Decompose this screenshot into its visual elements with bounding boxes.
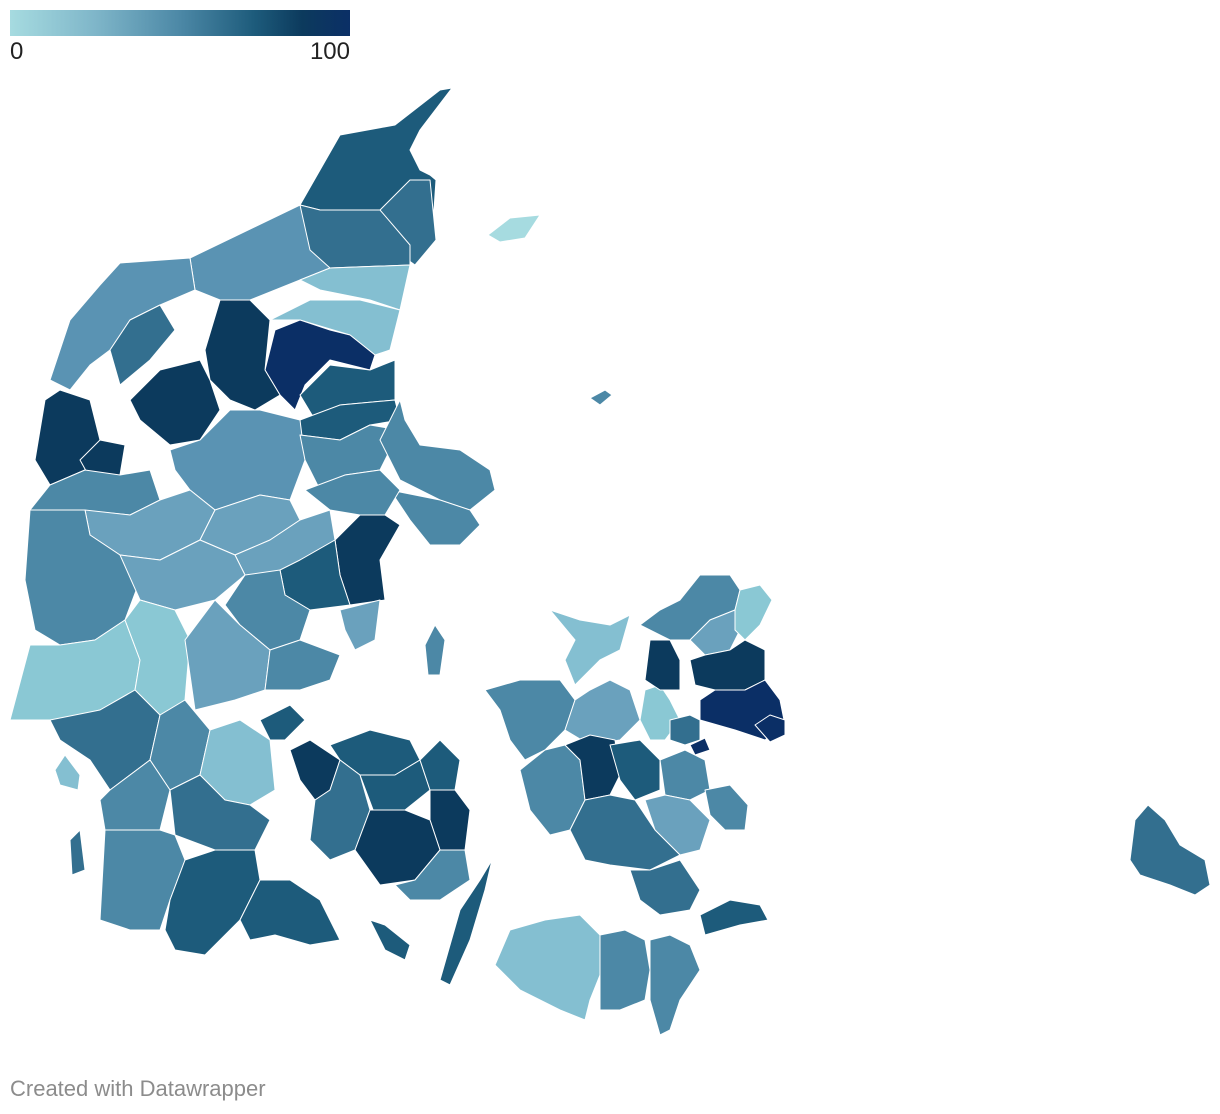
region-viborg[interactable]	[169, 409, 306, 511]
region-romo[interactable]	[69, 829, 86, 876]
region-fredericia[interactable]	[259, 704, 306, 741]
region-roskilde[interactable]	[669, 714, 701, 746]
region-haderslev[interactable]	[169, 774, 271, 851]
legend-gradient-bar	[10, 10, 350, 36]
region-guldborgsund[interactable]	[599, 929, 651, 1011]
region-thy[interactable]	[49, 257, 196, 391]
region-amager[interactable]	[754, 714, 786, 743]
region-vordingborg[interactable]	[629, 859, 701, 916]
region-holbaek[interactable]	[564, 679, 641, 746]
region-stevns[interactable]	[659, 749, 711, 801]
region-stevns-east[interactable]	[704, 784, 749, 831]
region-soro[interactable]	[564, 734, 621, 801]
region-fano[interactable]	[54, 754, 81, 791]
region-tonder[interactable]	[99, 829, 186, 931]
region-syddjurs[interactable]	[389, 489, 481, 546]
region-anholt[interactable]	[589, 389, 613, 406]
region-ringsted[interactable]	[609, 739, 661, 801]
denmark-choropleth-map	[9, 87, 1211, 1036]
region-faaborg[interactable]	[354, 809, 441, 886]
region-naestved[interactable]	[569, 794, 681, 871]
datawrapper-credit[interactable]: Created with Datawrapper	[10, 1076, 266, 1101]
region-aalborg-east[interactable]	[269, 299, 401, 356]
region-skive[interactable]	[129, 359, 221, 446]
region-samso[interactable]	[424, 624, 446, 676]
region-favrskov[interactable]	[304, 469, 401, 516]
region-lolland[interactable]	[494, 914, 601, 1021]
region-laeso[interactable]	[487, 214, 541, 243]
region-helsingor[interactable]	[734, 584, 773, 641]
region-aabenraa[interactable]	[164, 849, 261, 956]
region-hedensted[interactable]	[264, 639, 341, 691]
region-falster[interactable]	[649, 934, 701, 1036]
region-mon[interactable]	[699, 899, 769, 936]
region-kerteminde[interactable]	[419, 739, 461, 791]
region-copenhagen-north[interactable]	[689, 639, 766, 691]
region-langeland[interactable]	[439, 859, 493, 986]
region-odder[interactable]	[339, 599, 381, 651]
region-hillerod[interactable]	[644, 639, 681, 691]
color-legend: 0 100	[10, 10, 350, 70]
region-vesthimmerland[interactable]	[204, 299, 281, 411]
region-bornholm[interactable]	[1129, 804, 1211, 896]
legend-min-label: 0	[10, 38, 24, 65]
region-kalundborg[interactable]	[484, 679, 576, 761]
region-norddjurs[interactable]	[379, 399, 496, 511]
legend-max-label: 100	[309, 38, 350, 65]
region-aero[interactable]	[369, 919, 411, 961]
region-sonderborg[interactable]	[239, 879, 341, 946]
region-mors[interactable]	[109, 304, 176, 386]
region-odsherred[interactable]	[549, 609, 631, 686]
region-svendborg[interactable]	[394, 849, 471, 901]
